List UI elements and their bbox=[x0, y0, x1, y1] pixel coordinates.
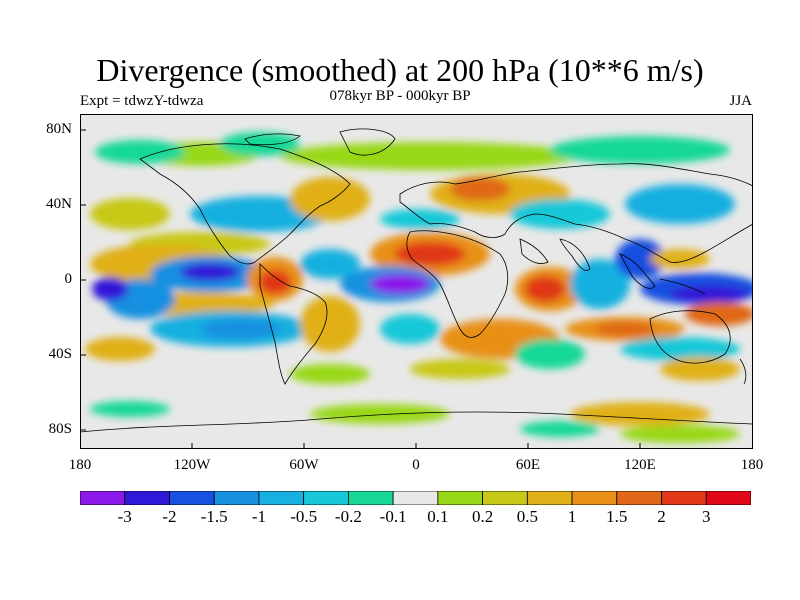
x-tick-label: 120W bbox=[173, 457, 211, 473]
colorbar-label: 1 bbox=[567, 507, 577, 526]
colorbar-label: 0.5 bbox=[516, 507, 538, 526]
colorbar-label: -0.1 bbox=[379, 507, 407, 526]
experiment-label: Expt = tdwzY-tdwza bbox=[80, 93, 204, 109]
colorbar-label: -1 bbox=[251, 507, 266, 526]
colorbar-label: 2 bbox=[657, 507, 666, 526]
colorbar-label: -1.5 bbox=[200, 507, 228, 526]
colorbar-swatch bbox=[392, 491, 439, 505]
colorbar-label: 0.2 bbox=[471, 507, 494, 526]
colorbar-label: -2 bbox=[162, 507, 177, 526]
colorbar-label: -0.2 bbox=[334, 507, 362, 526]
x-tick-label: 120E bbox=[624, 457, 656, 473]
x-tick-label: 60E bbox=[515, 457, 541, 473]
y-tick-label: 40S bbox=[48, 346, 72, 362]
colorbar-swatch bbox=[661, 491, 707, 505]
colorbar-swatch bbox=[303, 491, 349, 505]
coastlines bbox=[80, 128, 753, 433]
x-tick-label: 180 bbox=[740, 457, 764, 473]
x-tick-label: 180 bbox=[68, 457, 92, 473]
x-tick-label: 0 bbox=[412, 457, 420, 473]
colorbar-label: 3 bbox=[702, 507, 711, 526]
colorbar-label: 0.1 bbox=[427, 507, 449, 526]
map-ticks bbox=[80, 129, 641, 449]
y-tick-label: 40N bbox=[46, 196, 72, 212]
colorbar-swatch bbox=[437, 491, 483, 505]
chart-title: Divergence (smoothed) at 200 hPa (10**6 … bbox=[96, 52, 704, 88]
colorbar-swatch bbox=[482, 491, 528, 505]
colorbar-label: -0.5 bbox=[290, 507, 318, 526]
colorbar-label: 1.5 bbox=[606, 507, 628, 526]
colorbar-swatch bbox=[616, 491, 662, 505]
colorbar-swatch bbox=[169, 491, 215, 505]
y-tick-label: 0 bbox=[64, 271, 73, 287]
colorbar-swatch bbox=[571, 491, 618, 505]
colorbar-label: -3 bbox=[117, 507, 132, 526]
y-tick-label: 80S bbox=[48, 421, 72, 437]
colorbar-swatch bbox=[526, 491, 573, 505]
season-label: JJA bbox=[729, 93, 752, 109]
period-label: 078kyr BP - 000kyr BP bbox=[329, 88, 471, 104]
colorbar-swatch bbox=[705, 491, 751, 505]
colorbar-swatch bbox=[124, 491, 170, 505]
y-tick-label: 80N bbox=[46, 121, 72, 137]
colorbar-swatch bbox=[80, 491, 126, 505]
colorbar-swatch bbox=[213, 491, 260, 505]
x-tick-label: 60W bbox=[289, 457, 319, 473]
divergence-map bbox=[80, 114, 753, 449]
colorbar bbox=[80, 491, 751, 505]
colorbar-swatch bbox=[258, 491, 305, 505]
colorbar-swatch bbox=[347, 491, 394, 505]
